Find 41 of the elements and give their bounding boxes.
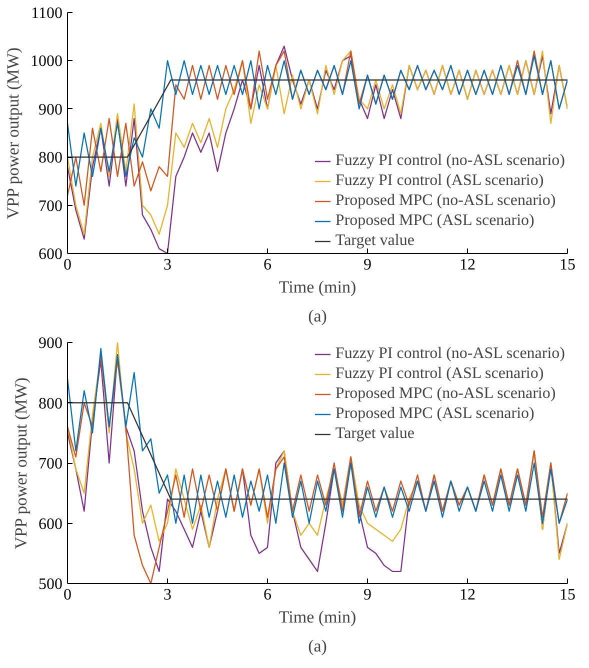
x-tick-label: 3	[164, 256, 172, 274]
y-tick-label: 700	[38, 456, 62, 472]
y-tick-label: 1000	[30, 53, 62, 70]
y-axis-title: VPP power output (MW)	[12, 377, 30, 550]
y-tick-label: 600	[38, 246, 62, 263]
y-tick-label: 1100	[31, 5, 62, 22]
y-tick-label: 700	[38, 198, 62, 215]
x-tick-label: 0	[64, 256, 72, 274]
y-tick-label: 600	[38, 516, 62, 533]
x-axis-title: Time (min)	[278, 278, 356, 296]
x-tick-label: 9	[364, 256, 372, 274]
x-tick-label: 0	[64, 586, 72, 604]
x-tick-label: 15	[560, 256, 576, 274]
legend-label: Proposed MPC (no-ASL scenario)	[335, 192, 556, 210]
y-tick-label: 500	[38, 576, 62, 593]
legend-label: Target value	[335, 232, 414, 250]
line-series	[68, 348, 568, 524]
x-tick-label: 6	[264, 256, 272, 274]
line-series	[68, 55, 568, 187]
text: (a)	[308, 306, 327, 326]
x-axis-title: Time (min)	[278, 608, 356, 626]
y-tick-label: 800	[38, 150, 62, 167]
x-tick-label: 3	[164, 586, 172, 604]
y-tick-label: 900	[38, 335, 62, 352]
legend-label: Target value	[335, 425, 414, 443]
legend-label: Fuzzy PI control (no-ASL scenario)	[335, 345, 565, 363]
legend-label: Proposed MPC (no-ASL scenario)	[335, 385, 556, 403]
x-tick-label: 12	[460, 586, 476, 604]
x-tick-label: 6	[264, 586, 272, 604]
y-tick-label: 900	[38, 101, 62, 118]
legend-label: Proposed MPC (ASL scenario)	[335, 405, 534, 423]
legend-label: Fuzzy PI control (ASL scenario)	[335, 172, 544, 190]
text: (a)	[308, 636, 327, 656]
legend-label: Fuzzy PI control (no-ASL scenario)	[335, 152, 565, 170]
y-tick-label: 800	[38, 395, 62, 412]
x-tick-label: 9	[364, 586, 372, 604]
legend-label: Proposed MPC (ASL scenario)	[335, 212, 534, 230]
y-axis-title: VPP power output (MW)	[4, 47, 22, 220]
x-tick-label: 15	[560, 586, 576, 604]
legend-label: Fuzzy PI control (ASL scenario)	[335, 365, 544, 383]
x-tick-label: 12	[460, 256, 476, 274]
